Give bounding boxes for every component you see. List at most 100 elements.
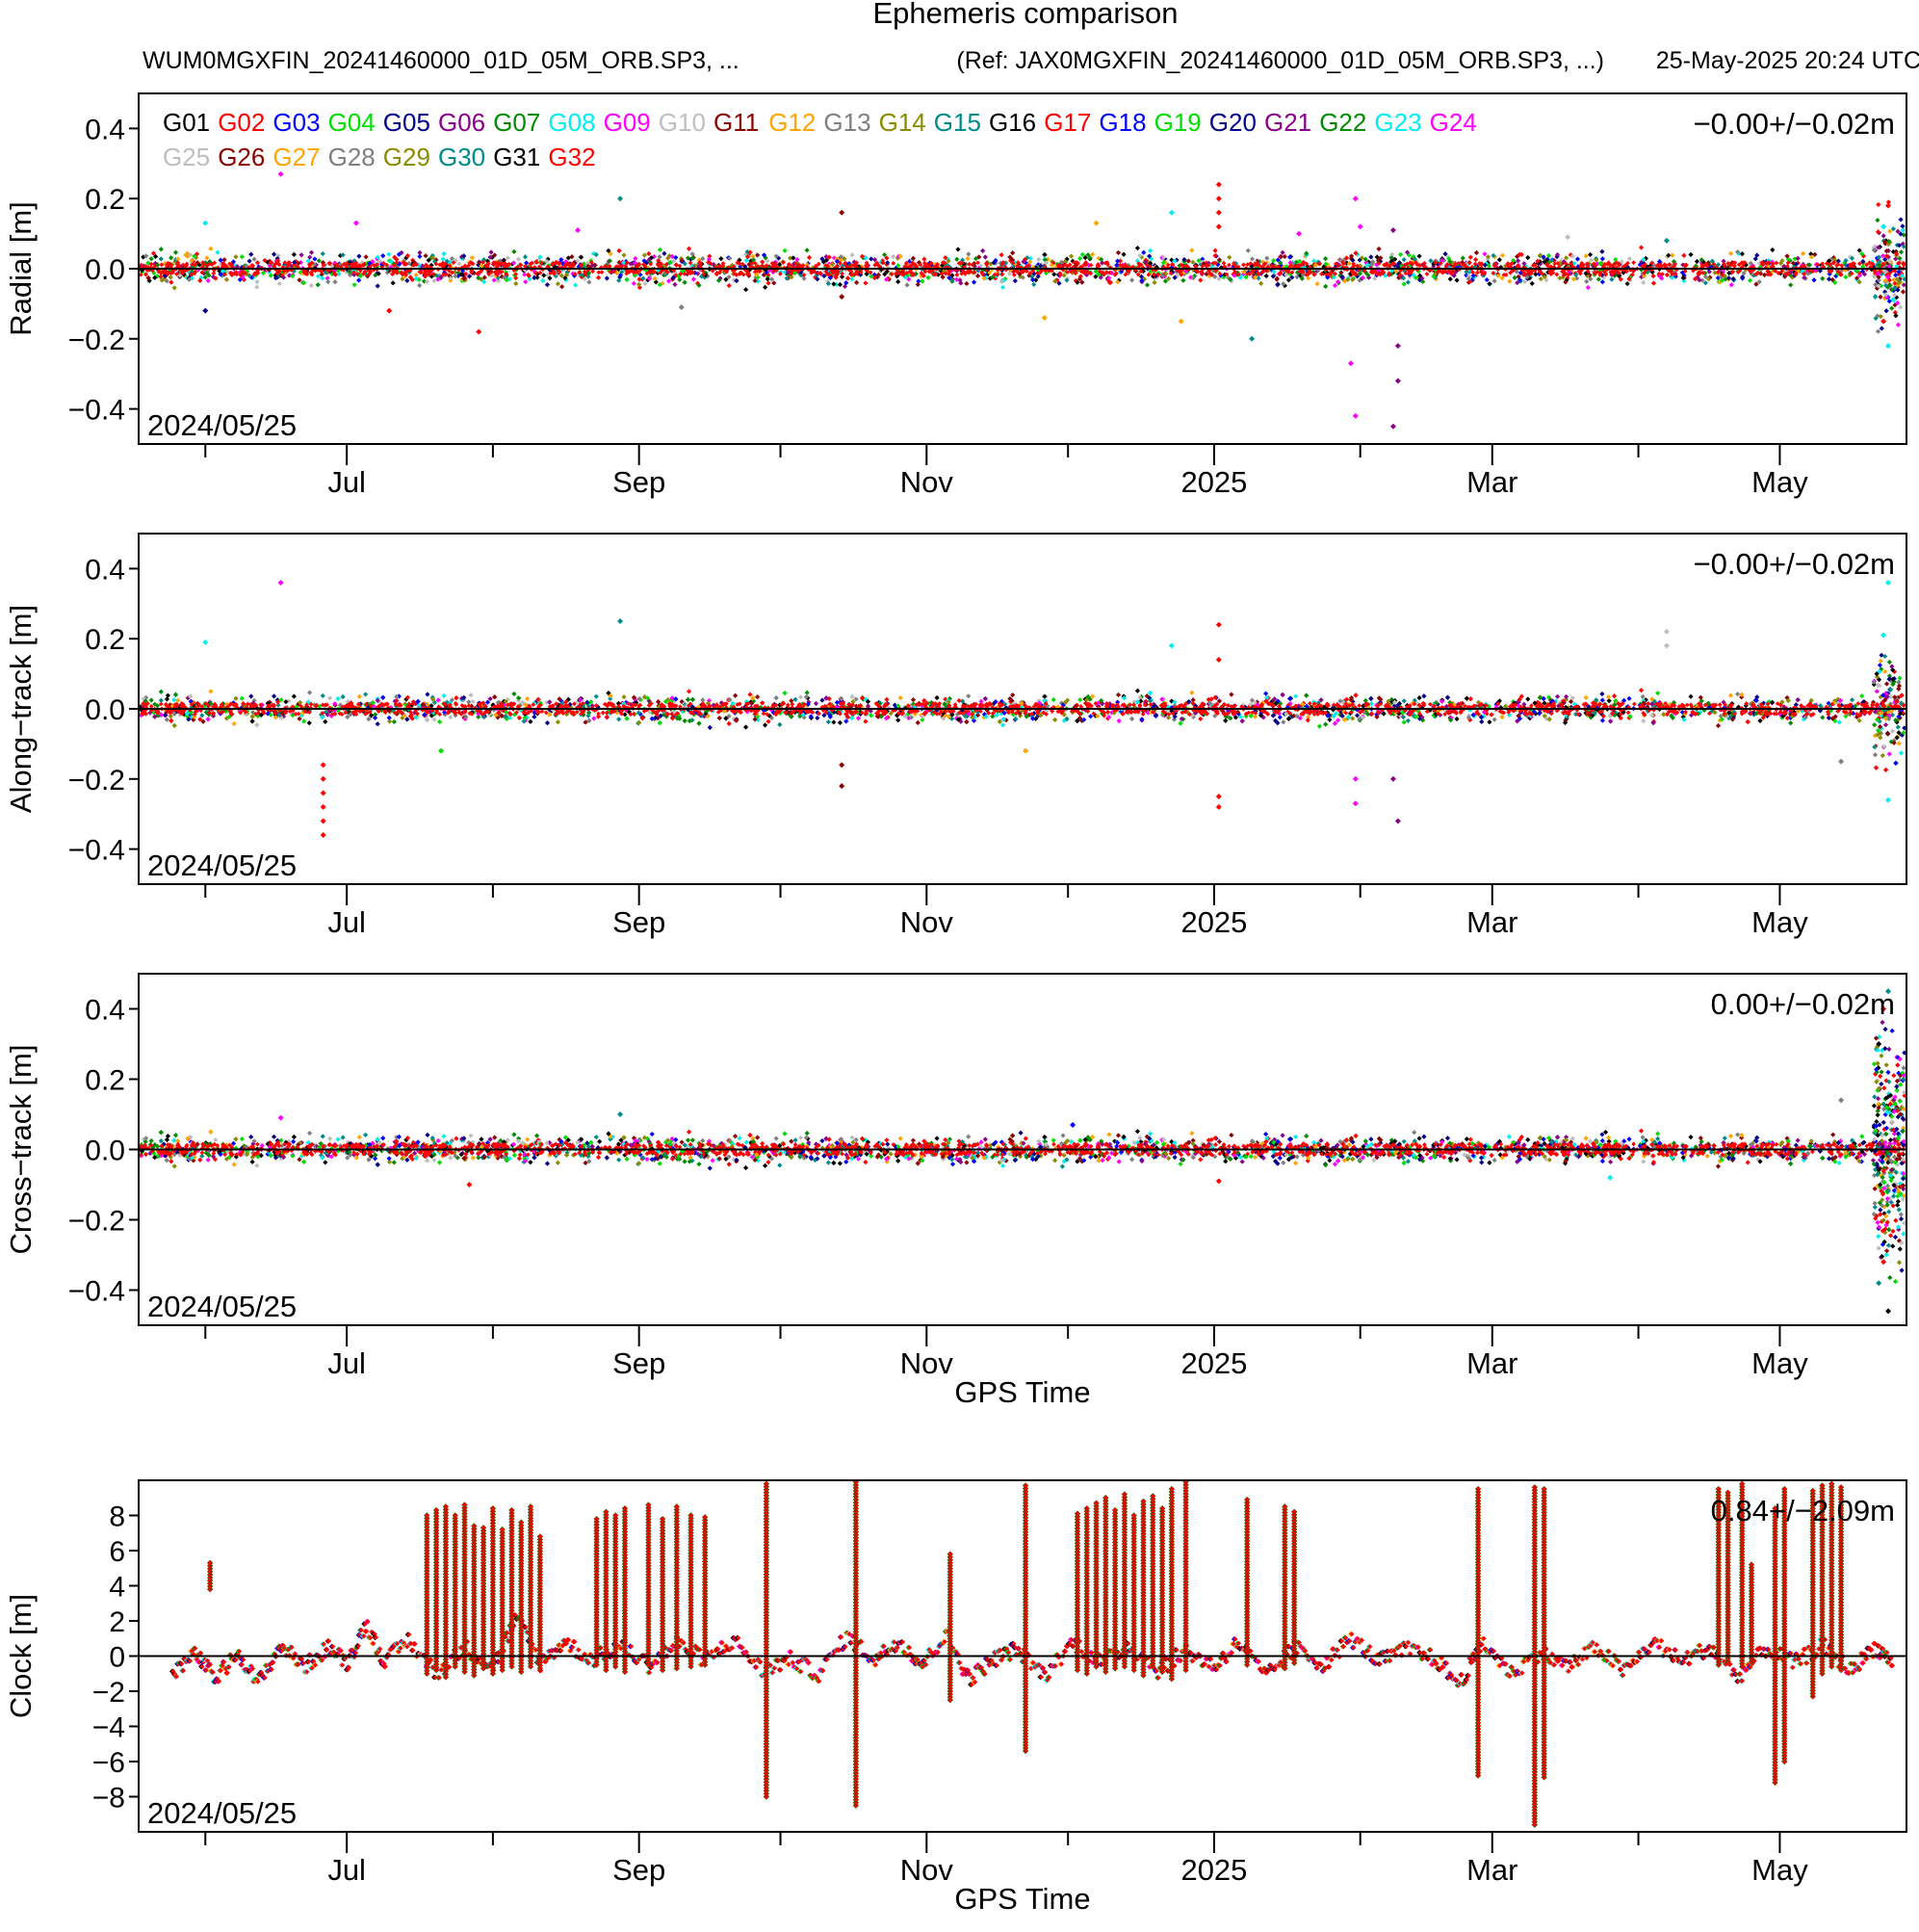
data-point	[967, 262, 972, 267]
data-point	[596, 275, 601, 280]
data-point	[1198, 277, 1203, 282]
data-point	[1186, 258, 1191, 263]
figure-title: Ephemeris comparison	[872, 0, 1178, 30]
data-point	[1121, 252, 1126, 257]
outlier-point	[1179, 319, 1184, 325]
data-point	[863, 280, 868, 285]
data-point	[1482, 251, 1487, 256]
data-point	[674, 263, 679, 268]
data-point	[1612, 693, 1617, 698]
data-point	[642, 252, 647, 257]
data-point	[966, 256, 971, 261]
data-point	[1873, 294, 1878, 299]
data-point	[1525, 255, 1530, 260]
outlier-point	[1395, 343, 1401, 349]
data-point	[1586, 285, 1591, 290]
data-point	[691, 276, 696, 281]
data-point	[254, 284, 259, 289]
data-point	[1596, 276, 1601, 281]
start-date-label: 2024/05/25	[147, 408, 297, 442]
data-point	[1512, 275, 1517, 280]
data-point	[1801, 251, 1805, 256]
data-point	[417, 283, 422, 288]
data-point	[966, 693, 971, 698]
data-point	[1893, 273, 1898, 277]
data-point	[633, 256, 637, 261]
data-point	[1600, 256, 1605, 261]
data-point	[854, 280, 859, 285]
data-point	[586, 279, 591, 284]
data-point	[149, 697, 154, 702]
data-point	[159, 247, 164, 251]
data-point	[682, 718, 687, 723]
data-point	[1473, 257, 1478, 262]
data-point	[1454, 277, 1459, 282]
data-point	[404, 278, 409, 283]
data-point	[1651, 280, 1656, 285]
data-point	[743, 287, 748, 292]
data-point	[1148, 248, 1153, 253]
data-point	[1222, 261, 1227, 266]
outlier-point	[1348, 360, 1354, 366]
data-point	[1069, 253, 1074, 258]
data-point	[869, 256, 873, 261]
legend-entry-g16: G16	[989, 108, 1036, 137]
data-point	[240, 696, 245, 701]
legend-entry-g02: G02	[218, 108, 265, 137]
data-point	[169, 255, 173, 260]
data-point	[556, 281, 560, 286]
data-point	[1575, 256, 1580, 261]
legend-entry-g14: G14	[879, 108, 926, 137]
outlier-point	[476, 329, 481, 335]
legend-entry-g13: G13	[823, 108, 870, 137]
data-point	[1497, 257, 1502, 262]
data-point	[1036, 257, 1041, 262]
data-point	[1135, 246, 1140, 250]
data-point	[727, 721, 732, 726]
outlier-point	[1216, 182, 1222, 188]
legend-entry-g08: G08	[548, 108, 595, 137]
data-point	[1271, 258, 1276, 263]
outlier-point	[1885, 202, 1891, 208]
data-point	[661, 251, 666, 256]
data-point	[1250, 256, 1255, 261]
legend-entry-g29: G29	[383, 143, 430, 171]
x-tick-label: 2025	[1180, 465, 1247, 499]
data-point	[966, 251, 971, 256]
data-point	[905, 282, 910, 287]
data-point	[1031, 282, 1036, 287]
data-point	[1227, 263, 1232, 268]
data-point	[1492, 278, 1497, 283]
legend-entry-g31: G31	[493, 143, 540, 171]
data-point	[1333, 283, 1337, 288]
outlier-point	[278, 171, 284, 177]
data-point	[1000, 285, 1005, 290]
data-point	[1485, 277, 1490, 282]
data-point	[1180, 278, 1185, 283]
data-point	[980, 248, 985, 253]
data-point	[755, 252, 760, 257]
data-point	[456, 261, 461, 266]
data-point	[643, 281, 648, 286]
legend-entry-g18: G18	[1099, 108, 1146, 137]
data-point	[658, 248, 662, 252]
data-point	[1650, 274, 1655, 278]
outlier-point	[1565, 234, 1570, 240]
data-point	[1898, 217, 1903, 222]
data-point	[292, 252, 297, 257]
data-point	[511, 249, 516, 254]
data-point	[895, 718, 900, 722]
data-point	[884, 697, 889, 702]
outlier-point	[839, 294, 844, 300]
data-point	[1189, 691, 1194, 695]
data-point	[1145, 282, 1150, 287]
data-point	[1376, 247, 1381, 251]
data-point	[1525, 696, 1530, 701]
data-point	[513, 281, 518, 286]
data-point	[1775, 261, 1779, 266]
legend-entry-g09: G09	[604, 108, 651, 137]
data-point	[316, 282, 321, 287]
data-point	[755, 694, 760, 699]
